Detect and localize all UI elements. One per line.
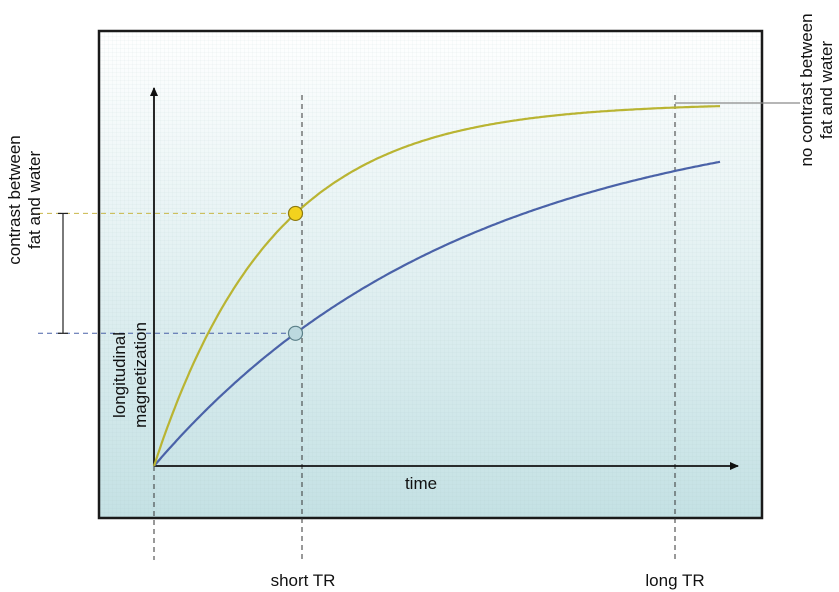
contrast-label-line1: contrast between [5, 135, 24, 264]
plot-grid-texture [99, 31, 762, 518]
water-recovery-curve [153, 160, 721, 467]
fat-point-short-tr [287, 205, 304, 222]
water-point-short-tr [287, 325, 304, 341]
plot-frame [97, 29, 764, 520]
no-contrast-label-line1: no contrast between [797, 13, 816, 166]
y-axis-label-line2: magnetization [131, 322, 150, 428]
x-axis-label: time [405, 474, 437, 493]
no-contrast-label-line2: fat and water [817, 41, 836, 140]
y-axis-label-line1: longitudinal [110, 332, 129, 418]
long-tr-label: long TR [645, 571, 704, 590]
contrast-label-line2: fat and water [25, 151, 44, 250]
fat-recovery-curve [152, 105, 721, 467]
short-tr-label: short TR [271, 571, 336, 590]
